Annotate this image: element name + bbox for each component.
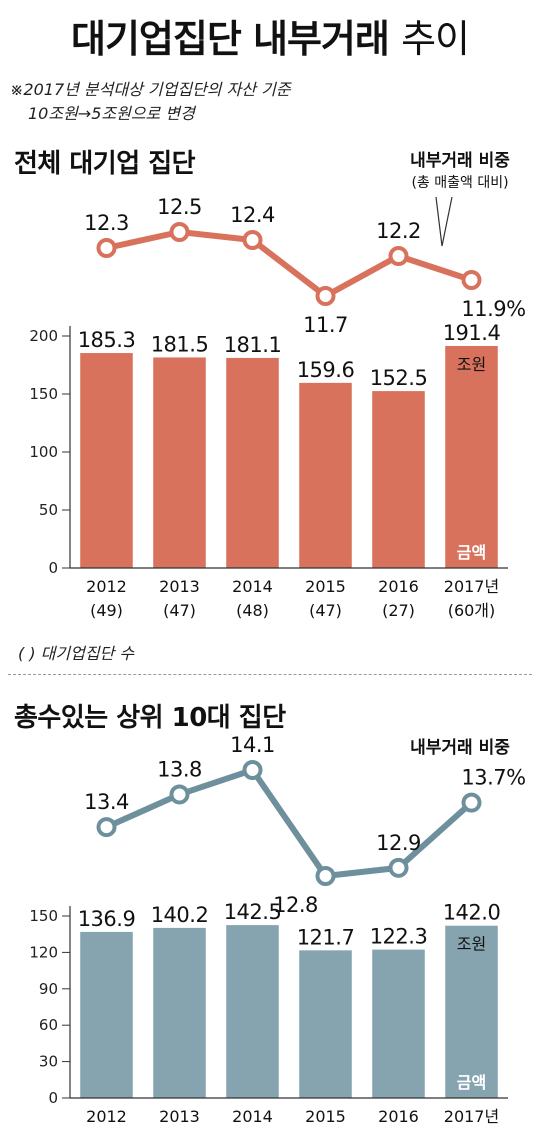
chart1-bar-value-label: 152.5 — [370, 366, 428, 390]
main-title: 대기업집단 내부거래 추이 — [0, 8, 540, 63]
chart2-category-label: 2016 — [378, 1107, 419, 1126]
chart2-bar — [80, 931, 133, 1098]
chart2-line-point — [169, 784, 190, 805]
chart2-bar — [299, 950, 352, 1098]
chart2-unit-label: 조원 — [457, 935, 486, 954]
chart1-category-label: 2012 — [86, 577, 127, 596]
chart2-ytick-label: 120 — [29, 943, 58, 961]
chart1-bar — [80, 353, 133, 568]
chart2-bar-value-label: 122.3 — [370, 925, 428, 949]
chart1-category-label: 2014 — [232, 577, 273, 596]
chart1-line-value-label: 12.5 — [157, 195, 202, 219]
chart2-line-point — [388, 857, 409, 878]
chart2-line-value-label: 14.1 — [230, 733, 275, 757]
chart2-bar-value-label: 142.5 — [224, 900, 282, 924]
chart1-ytick-label: 100 — [29, 443, 58, 461]
chart2-ytick-label: 60 — [39, 1016, 58, 1034]
chart2-bar — [372, 949, 425, 1098]
chart1-line-point — [315, 286, 336, 306]
chart2-line-point — [96, 817, 117, 838]
chart2-bar — [153, 927, 206, 1098]
chart1-bar-value-label: 159.6 — [297, 358, 355, 382]
chart1-bar — [445, 345, 498, 568]
chart1-category-label: 2017년 — [444, 577, 499, 596]
chart1-line-point — [388, 246, 409, 266]
chart2-line-point — [242, 760, 263, 780]
note-line-1: ※2017년 분석대상 기업집단의 자산 기준 — [10, 80, 291, 99]
chart1-ytick-label: 0 — [48, 559, 58, 577]
chart1-line-value-label: 11.7 — [303, 313, 348, 337]
chart1-line-legend-sub: (총 매출액 대비) — [411, 175, 509, 191]
chart2-line-point — [461, 792, 482, 813]
chart1-bar-value-label: 185.3 — [78, 328, 136, 352]
paren-note: ( ) 대기업집단 수 — [18, 644, 135, 663]
chart1-bar-value-label: 181.5 — [151, 332, 209, 356]
chart1-title: 전체 대기업 집단 — [14, 149, 196, 179]
chart1-line-point — [169, 222, 190, 242]
chart1-ytick-label: 150 — [29, 385, 58, 403]
chart1-category-label: 2013 — [159, 577, 200, 596]
chart1-line-legend: 내부거래 비중 — [410, 151, 510, 171]
chart1-line-value-label: 11.9% — [461, 297, 525, 321]
chart1-bar — [153, 357, 206, 568]
chart2-line-legend: 내부거래 비중 — [410, 738, 510, 758]
chart1-line-series — [105, 229, 473, 299]
chart2-bar — [445, 925, 498, 1098]
chart1-line-value-label: 12.3 — [84, 211, 129, 235]
chart1-series-label: 금액 — [457, 543, 486, 562]
chart1-legend-pointer — [435, 196, 453, 247]
chart2-bar-value-label: 136.9 — [78, 907, 136, 931]
chart1-bar-value-label: 181.1 — [224, 333, 282, 357]
chart1-line-point — [242, 230, 263, 250]
chart2-category-label: 2012 — [86, 1107, 127, 1126]
chart1-bar — [372, 391, 425, 568]
chart1-category-sublabel: (60개) — [448, 601, 496, 620]
chart2-category-label: 2015 — [305, 1107, 346, 1126]
note-line-2: 10조원→5조원으로 변경 — [28, 104, 195, 123]
chart2-line-value-label: 13.4 — [84, 790, 129, 814]
main-title-bold: 대기업집단 내부거래 — [70, 17, 390, 61]
chart2-category-label: 2017년 — [444, 1107, 499, 1126]
chart1-category-sublabel: (47) — [163, 601, 196, 620]
chart1-ytick-label: 50 — [39, 501, 58, 519]
main-title-light: 추이 — [401, 17, 470, 61]
chart2-bar-value-label: 140.2 — [151, 903, 209, 927]
chart2-title: 총수있는 상위 10대 집단 — [14, 703, 286, 733]
chart1-category-sublabel: (49) — [90, 601, 123, 620]
chart1-ytick-label: 200 — [29, 327, 58, 345]
chart1-category-sublabel: (27) — [382, 601, 415, 620]
chart2-ytick-label: 30 — [39, 1053, 58, 1071]
chart1-bar — [226, 357, 279, 568]
chart2-series-label: 금액 — [457, 1073, 486, 1092]
chart1-svg: 0 50 100 150 200 185.3 2012 (49) 181.5 2013 (47) 18… — [29, 195, 526, 620]
chart2-ytick-label: 0 — [48, 1089, 58, 1107]
chart2-line-value-label: 12.8 — [273, 893, 318, 917]
chart1-category-label: 2016 — [378, 577, 419, 596]
chart2-ytick-label: 90 — [39, 980, 58, 998]
chart2-bar-value-label: 142.0 — [443, 901, 501, 925]
chart2-bar — [226, 925, 279, 1098]
chart2-category-label: 2014 — [232, 1107, 273, 1126]
chart1-line-point — [96, 238, 117, 258]
chart1-bar-value-label: 191.4 — [443, 321, 501, 345]
chart2-line-point — [315, 866, 336, 886]
chart1-category-sublabel: (48) — [236, 601, 269, 620]
chart2-line-value-label: 12.9 — [376, 831, 421, 855]
section-divider — [8, 674, 532, 675]
chart2-line-series — [105, 767, 474, 879]
chart2-category-label: 2013 — [159, 1107, 200, 1126]
chart1-line-point — [461, 270, 482, 290]
chart2-line-value-label: 13.8 — [157, 757, 202, 781]
chart1-unit-label: 조원 — [457, 355, 486, 374]
chart2-line-value-label: 13.7% — [461, 766, 525, 790]
chart2-bar-value-label: 121.7 — [297, 925, 355, 949]
chart1-category-sublabel: (47) — [309, 601, 342, 620]
chart1-line-value-label: 12.2 — [376, 219, 421, 243]
chart1-category-label: 2015 — [305, 577, 346, 596]
chart1-bar — [299, 382, 352, 568]
chart2-ytick-label: 150 — [29, 907, 58, 925]
chart1-line-value-label: 12.4 — [230, 203, 275, 227]
